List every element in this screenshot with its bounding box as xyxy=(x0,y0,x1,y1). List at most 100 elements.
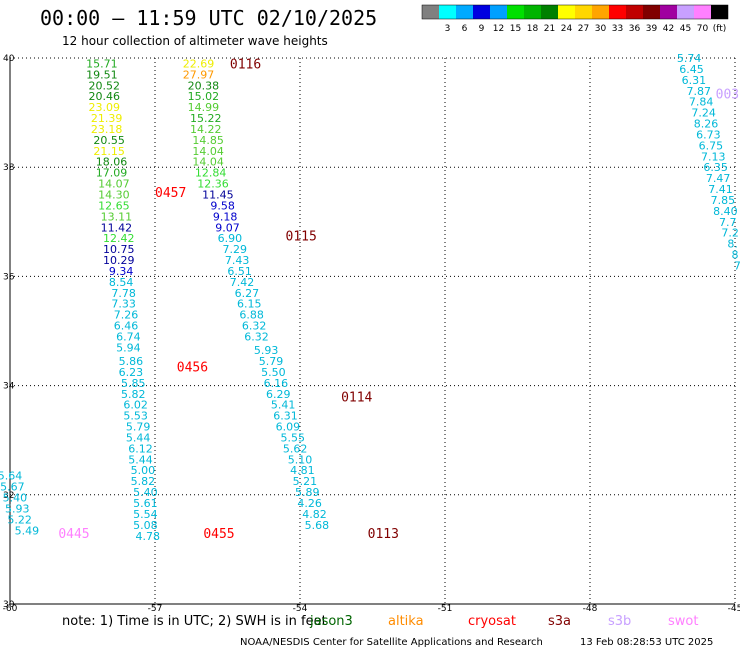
wave-height-value: 5.49 xyxy=(15,524,40,537)
wave-height-value: 6.51 xyxy=(227,265,252,278)
wave-height-value: 5.79 xyxy=(126,421,151,434)
plot-frame xyxy=(9,58,735,605)
pass-label: 0113 xyxy=(368,527,399,542)
wave-height-value: 5.62 xyxy=(283,442,308,455)
pass-label: 0116 xyxy=(230,57,261,72)
mission-legend-item: altika xyxy=(388,614,424,629)
wave-height-value: 6.09 xyxy=(276,421,301,434)
footer-note: note: 1) Time is in UTC; 2) SWH is in fe… xyxy=(62,614,327,629)
mission-legend-item: cryosat xyxy=(468,614,516,629)
wave-height-value: 5.41 xyxy=(271,399,296,412)
grid-lines xyxy=(10,57,736,604)
colorbar-swatch xyxy=(711,5,728,19)
wave-height-value: 5.53 xyxy=(123,410,148,423)
wave-height-value: 22.69 xyxy=(183,57,215,70)
wave-height-value: 6.35 xyxy=(703,161,728,174)
wave-height-value: 7.33 xyxy=(111,298,136,311)
wave-height-value: 6.45 xyxy=(679,63,704,76)
wave-height-value: 5.44 xyxy=(128,453,153,466)
colorbar-legend: 3 6 9 12 15 18 21 24 27 30 33 36 39 42 45 70 (ft) xyxy=(421,4,729,34)
wave-height-value: 4.26 xyxy=(297,497,322,510)
credit-text: NOAA/NESDIS Center for Satellite Applica… xyxy=(240,637,543,648)
colorbar-label: 18 xyxy=(527,24,539,34)
x-tick-label: -48 xyxy=(583,604,598,614)
wave-height-value: 6.29 xyxy=(266,388,291,401)
colorbar-swatch xyxy=(524,5,541,19)
wave-height-value: 14.30 xyxy=(98,189,130,202)
wave-height-value: 5.40 xyxy=(133,486,158,499)
colorbar-swatch xyxy=(643,5,660,19)
wave-height-value: 5.00 xyxy=(131,464,156,477)
colorbar-label: 33 xyxy=(612,24,623,34)
wave-height-value: 5.86 xyxy=(119,355,144,368)
colorbar-label: 24 xyxy=(561,24,573,34)
wave-height-value: 4.82 xyxy=(302,508,327,521)
y-tick-label: 36 xyxy=(3,272,15,282)
colorbar-swatch xyxy=(660,5,677,19)
wave-height-value: 7.13 xyxy=(701,150,726,163)
x-tick-label: -57 xyxy=(148,604,163,614)
wave-height-value: 6.32 xyxy=(242,320,267,333)
wave-height-value: 7.42 xyxy=(230,276,255,289)
colorbar-label: 45 xyxy=(680,24,691,34)
wave-height-value: 13.11 xyxy=(101,210,133,223)
wave-height-value: 5.44 xyxy=(126,431,151,444)
wave-height-value: 21.39 xyxy=(91,112,123,125)
mission-legend-item: swot xyxy=(668,614,698,629)
chart-subtitle: 12 hour collection of altimeter wave hei… xyxy=(62,34,328,48)
wave-height-value: 5.93 xyxy=(5,502,30,515)
wave-height-value: 5.61 xyxy=(133,497,158,510)
wave-height-value: 9.07 xyxy=(215,221,240,234)
pass-label: 003 xyxy=(716,87,739,102)
wave-height-value: 11.42 xyxy=(101,221,133,234)
colorbar-swatch xyxy=(439,5,456,19)
pass-label: 0457 xyxy=(155,186,186,201)
wave-height-value: 7.78 xyxy=(111,287,136,300)
colorbar-label: 27 xyxy=(578,24,589,34)
wave-height-value: 7.43 xyxy=(225,254,250,267)
y-tick-label: 38 xyxy=(3,163,15,173)
colorbar-swatch xyxy=(592,5,609,19)
wave-height-value: 5.40 xyxy=(3,492,28,505)
colorbar-swatch xyxy=(490,5,507,19)
wave-height-value: 6.23 xyxy=(119,366,144,379)
wave-height-value: 5.74 xyxy=(677,52,702,65)
wave-height-value: 5.89 xyxy=(295,486,320,499)
timestamp-text: 13 Feb 08:28:53 UTC 2025 xyxy=(580,637,713,648)
mission-legend: jason3 altika cryosat s3a s3b swot xyxy=(309,614,698,629)
wave-height-value: 6.46 xyxy=(114,320,139,333)
wave-height-value: 7.41 xyxy=(708,183,733,196)
chart-title: 00:00 – 11:59 UTC 02/10/2025 xyxy=(40,6,377,30)
wave-height-value: 5.54 xyxy=(133,508,158,521)
wave-height-value: 27.97 xyxy=(183,68,215,81)
wave-height-value: 23.09 xyxy=(89,101,121,114)
pass-label: 0115 xyxy=(286,229,317,244)
wave-height-value: 8. xyxy=(727,238,738,251)
colorbar-swatch xyxy=(677,5,694,19)
wave-height-value: 5.68 xyxy=(305,519,330,532)
wave-height-value: 7.84 xyxy=(689,96,714,109)
wave-height-value: 11.45 xyxy=(202,189,234,202)
pass-label: 0114 xyxy=(341,391,372,406)
mission-legend-item: s3b xyxy=(608,614,631,629)
wave-height-value: 7.7 xyxy=(719,216,737,229)
y-tick-label: 40 xyxy=(3,54,15,64)
colorbar-label: 6 xyxy=(462,24,468,34)
wave-height-value: 8.26 xyxy=(694,118,719,131)
colorbar-swatch xyxy=(541,5,558,19)
mission-legend-item: jason3 xyxy=(309,614,353,629)
wave-height-value: 18.06 xyxy=(96,156,128,169)
wave-height-value: 8.40 xyxy=(713,205,738,218)
wave-height-value: 20.55 xyxy=(93,134,125,147)
wave-height-value: 9.58 xyxy=(210,199,235,212)
wave-height-value: 12.65 xyxy=(98,199,130,212)
wave-height-value: 15.22 xyxy=(190,112,222,125)
wave-height-value: 5.50 xyxy=(261,366,286,379)
colorbar-label: 12 xyxy=(493,24,504,34)
wave-height-value: 5.10 xyxy=(288,453,313,466)
wave-height-value: 5.94 xyxy=(116,341,141,354)
wave-height-value: 5.82 xyxy=(121,388,146,401)
wave-height-value: 6.32 xyxy=(244,330,269,343)
wave-height-value: 12.36 xyxy=(197,178,229,191)
wave-height-value: 12.42 xyxy=(103,232,135,245)
